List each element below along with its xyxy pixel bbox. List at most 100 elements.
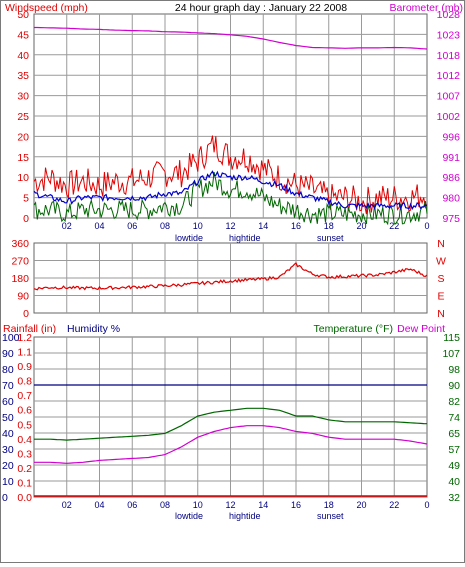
rain-ytick-0.2: 0.2	[17, 463, 32, 475]
temperature-ytick-32: 32	[448, 492, 460, 504]
rain-ytick-0.6: 0.6	[17, 405, 32, 417]
rain-ytick-0.9: 0.9	[17, 361, 32, 373]
baro-ytick-1028: 1028	[437, 9, 461, 21]
temperature-ytick-57: 57	[448, 444, 460, 456]
wind-xtick-14: 14	[258, 221, 268, 231]
rain-ytick-0.5: 0.5	[17, 419, 32, 431]
baro-ytick-980: 980	[442, 193, 460, 205]
wind-xtick-12: 12	[225, 221, 235, 231]
humidity-ytick-30: 30	[2, 444, 14, 456]
wind-xtick-08: 08	[160, 221, 170, 231]
temp-xtick-20: 20	[356, 500, 366, 510]
temperature-ytick-115: 115	[443, 332, 460, 344]
rain-ytick-1.1: 1.1	[17, 347, 32, 359]
wind-xtick-06: 06	[127, 221, 137, 231]
rain-ytick-0.0: 0.0	[17, 492, 32, 504]
windspeed-low-line	[33, 171, 428, 226]
direction-ytick-90: 90	[17, 291, 29, 303]
baro-ytick-1012: 1012	[437, 70, 461, 82]
baro-ytick-991: 991	[442, 152, 460, 164]
temperature-ytick-49: 49	[448, 460, 460, 472]
temp-xtick-08: 08	[160, 500, 170, 510]
wind-xtick-04: 04	[94, 221, 104, 231]
rain-ytick-1.2: 1.2	[17, 332, 32, 344]
temp-xtick-04: 04	[94, 500, 104, 510]
wind-xtick-22: 22	[389, 221, 399, 231]
humidity-ytick-70: 70	[2, 380, 14, 392]
baro-ytick-986: 986	[442, 172, 460, 184]
baro-ytick-996: 996	[442, 131, 460, 143]
temperature-ytick-82: 82	[448, 396, 460, 408]
dewpoint-line	[34, 425, 428, 464]
dewpoint-axis-label: Dew Point	[397, 323, 445, 335]
baro-ytick-975: 975	[442, 213, 460, 225]
baro-ytick-1023: 1023	[437, 29, 461, 41]
windspeed-gust-line	[33, 135, 428, 215]
rain-ytick-0.3: 0.3	[17, 448, 32, 460]
humidity-ytick-80: 80	[2, 364, 14, 376]
wind-ytick-10: 10	[17, 172, 29, 184]
temperature-ytick-98: 98	[448, 364, 460, 376]
direction-compass-2: S	[437, 273, 444, 285]
wind-ytick-30: 30	[17, 91, 29, 103]
wind-ytick-15: 15	[17, 152, 29, 164]
temp-xtick-16: 16	[291, 500, 301, 510]
barometer-line	[34, 26, 428, 50]
wind-xtick-20: 20	[356, 221, 366, 231]
temp-xtick-14: 14	[258, 500, 268, 510]
temperature-ytick-90: 90	[448, 380, 460, 392]
temperature-line	[34, 407, 428, 441]
humidity-ytick-50: 50	[2, 412, 14, 424]
direction-ytick-360: 360	[11, 238, 29, 250]
rain-ytick-0.1: 0.1	[17, 477, 32, 489]
direction-compass-3: E	[437, 291, 444, 303]
baro-ytick-1007: 1007	[437, 91, 461, 103]
rainfall-axis-label: Rainfall (in)	[3, 323, 56, 335]
wind-xtick-18: 18	[324, 221, 334, 231]
direction-compass-1: W	[436, 256, 446, 268]
humidity-ytick-10: 10	[2, 476, 14, 488]
temperature-ytick-40: 40	[448, 476, 460, 488]
wind-ytick-50: 50	[17, 9, 29, 21]
wind-xtick-10: 10	[193, 221, 203, 231]
direction-compass-4: N	[437, 308, 445, 320]
direction-ytick-180: 180	[11, 273, 29, 285]
wind-ytick-35: 35	[17, 70, 29, 82]
graph-title: 24 hour graph day : January 22 2008	[175, 2, 347, 14]
wind-ytick-40: 40	[17, 50, 29, 62]
wind-ytick-0: 0	[23, 213, 29, 225]
hightide-label-bottom: hightide	[229, 511, 261, 521]
humidity-ytick-100: 100	[2, 332, 20, 344]
wind-xtick-16: 16	[291, 221, 301, 231]
wind-ytick-20: 20	[17, 131, 29, 143]
rain-ytick-0.4: 0.4	[17, 434, 32, 446]
direction-compass-0: N	[437, 238, 445, 250]
temp-xtick-22: 22	[389, 500, 399, 510]
temperature-axis-label: Temperature (°F)	[314, 323, 393, 335]
wind-xtick-02: 02	[62, 221, 72, 231]
temperature-ytick-65: 65	[448, 428, 460, 440]
windspeed-axis-label: Windspeed (mph)	[5, 2, 88, 14]
wind-ytick-25: 25	[17, 111, 29, 123]
temp-xtick-10: 10	[193, 500, 203, 510]
wind-ytick-45: 45	[17, 29, 29, 41]
temperature-ytick-107: 107	[442, 348, 460, 360]
temp-xtick-02: 02	[62, 500, 72, 510]
humidity-ytick-20: 20	[2, 460, 14, 472]
sunset-label-top: sunset	[317, 233, 344, 243]
baro-ytick-1018: 1018	[437, 50, 461, 62]
lowtide-label-bottom: lowtide	[175, 511, 203, 521]
wind-xtick-0: 0	[424, 221, 429, 231]
baro-ytick-1002: 1002	[437, 111, 461, 123]
temp-xtick-12: 12	[225, 500, 235, 510]
humidity-ytick-60: 60	[2, 396, 14, 408]
windspeed-average-line	[33, 170, 428, 211]
sunset-label-bottom: sunset	[317, 511, 344, 521]
barometer-axis-label: Barometer (mb)	[389, 2, 463, 14]
temperature-ytick-74: 74	[448, 412, 460, 424]
lowtide-label-top: lowtide	[175, 233, 203, 243]
humidity-ytick-0: 0	[2, 492, 8, 504]
wind-direction-line	[33, 262, 428, 291]
